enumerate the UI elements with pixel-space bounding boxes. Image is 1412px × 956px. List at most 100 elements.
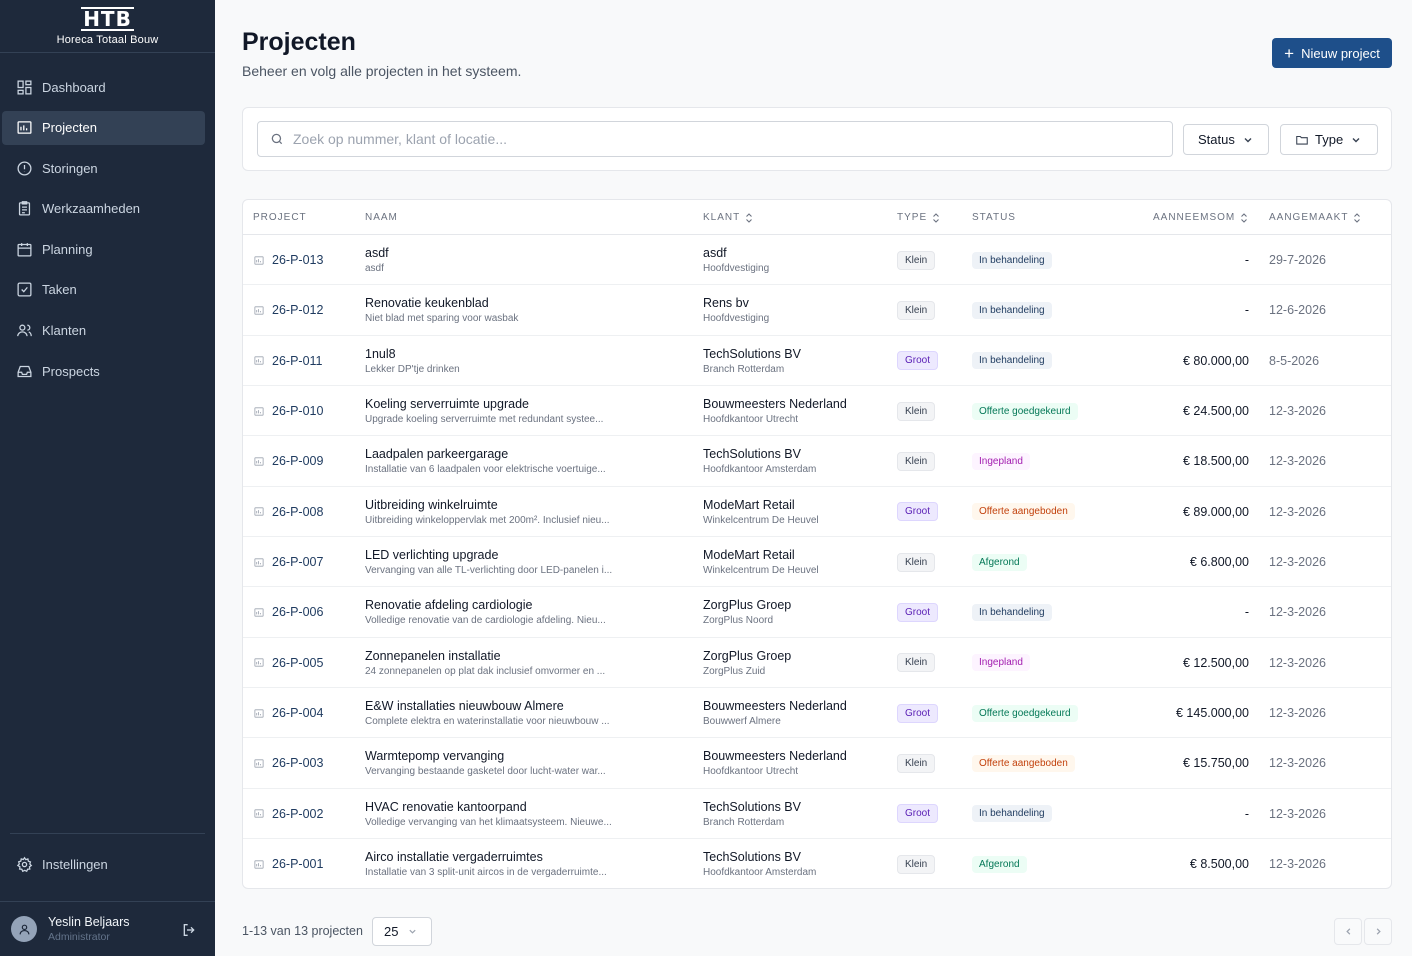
type-badge: Klein bbox=[897, 250, 936, 270]
date-cell: 12-3-2026 bbox=[1269, 638, 1326, 688]
table-row[interactable]: 26-P-001 Airco installatie vergaderruimte… bbox=[243, 839, 1391, 888]
project-id[interactable]: 26-P-013 bbox=[272, 253, 324, 267]
project-name-cell: HVAC renovatie kantoorpand Volledige verv… bbox=[365, 789, 650, 839]
project-id[interactable]: 26-P-012 bbox=[272, 303, 324, 318]
project-id[interactable]: 26-P-004 bbox=[272, 706, 324, 721]
client-cell: ZorgPlus Groep ZorgPlus Noord bbox=[703, 587, 883, 637]
project-id-cell[interactable]: 26-P-012 bbox=[253, 285, 323, 335]
project-id[interactable]: 26-P-011 bbox=[272, 353, 323, 368]
avatar[interactable] bbox=[11, 916, 37, 942]
project-id[interactable]: 26-P-002 bbox=[272, 806, 324, 821]
sidebar-item-projecten[interactable]: Projecten bbox=[2, 110, 205, 145]
project-id[interactable]: 26-P-005 bbox=[272, 655, 324, 670]
table-row[interactable]: 26-P-011 1nul8 Lekker DP'tje drinken TechSo… bbox=[243, 336, 1391, 387]
project-id[interactable]: 26-P-003 bbox=[272, 756, 324, 771]
sidebar-item-storingen[interactable]: Storingen bbox=[2, 151, 205, 185]
project-description: 24 zonnepanelen op plat dak inclusief om… bbox=[365, 665, 606, 677]
date-cell: 12-6-2026 bbox=[1269, 285, 1326, 335]
project-id-cell[interactable]: 26-P-010 bbox=[253, 386, 323, 436]
status-filter-dropdown[interactable]: Status bbox=[1183, 124, 1269, 155]
project-name: Airco installatie vergaderruimtes bbox=[365, 850, 543, 865]
created-date: 12-3-2026 bbox=[1269, 756, 1326, 771]
table-row[interactable]: 26-P-012 Renovatie keukenblad Niet blad me… bbox=[243, 285, 1391, 336]
type-badge: Klein bbox=[897, 854, 936, 874]
chevron-down-icon bbox=[1244, 137, 1252, 142]
client-cell: TechSolutions BV Branch Rotterdam bbox=[703, 336, 883, 386]
project-id-cell[interactable]: 26-P-001 bbox=[253, 839, 324, 888]
search-input[interactable] bbox=[293, 131, 1163, 147]
client-cell: Rens bv Hoofdvestiging bbox=[703, 285, 883, 335]
next-page-button[interactable] bbox=[1364, 918, 1392, 945]
sidebar: HTB Horeca Totaal Bouw Dashboard Projecte… bbox=[0, 0, 215, 956]
project-id-cell[interactable]: 26-P-008 bbox=[253, 487, 323, 537]
column-header-aangemaakt[interactable]: Aangemaakt bbox=[1269, 200, 1361, 235]
project-id[interactable]: 26-P-006 bbox=[272, 605, 324, 620]
project-id[interactable]: 26-P-008 bbox=[272, 504, 324, 519]
previous-page-button[interactable] bbox=[1334, 918, 1362, 945]
project-id[interactable]: 26-P-009 bbox=[272, 454, 324, 469]
sidebar-item-werkzaamheden[interactable]: Werkzaamheden bbox=[2, 192, 205, 226]
project-id-cell[interactable]: 26-P-005 bbox=[253, 638, 323, 688]
project-id[interactable]: 26-P-001 bbox=[272, 857, 324, 872]
client-name: TechSolutions BV bbox=[703, 447, 801, 462]
status-badge: In behandeling bbox=[972, 352, 1052, 370]
sidebar-item-klanten[interactable]: Klanten bbox=[2, 314, 205, 348]
table-row[interactable]: 26-P-007 LED verlichting upgrade Vervangin… bbox=[243, 537, 1391, 588]
column-header-aanneemsom[interactable]: Aanneemsom bbox=[1153, 200, 1248, 235]
project-id-cell[interactable]: 26-P-007 bbox=[253, 537, 323, 587]
project-id-cell[interactable]: 26-P-004 bbox=[253, 688, 323, 738]
created-date: 12-3-2026 bbox=[1269, 655, 1326, 670]
type-cell: Klein bbox=[897, 537, 936, 587]
created-date: 12-3-2026 bbox=[1269, 454, 1326, 469]
status-cell: In behandeling bbox=[972, 336, 1052, 386]
table-row[interactable]: 26-P-013 asdf asdf asdf Hoofdvestiging Klein I… bbox=[243, 235, 1391, 286]
logout-icon[interactable] bbox=[181, 922, 197, 938]
project-id[interactable]: 26-P-010 bbox=[272, 404, 324, 419]
column-header-type[interactable]: Type bbox=[897, 200, 940, 235]
table-row[interactable]: 26-P-003 Warmtepomp vervanging Vervanging … bbox=[243, 738, 1391, 789]
table-row[interactable]: 26-P-006 Renovatie afdeling cardiologie Vo… bbox=[243, 587, 1391, 638]
type-filter-dropdown[interactable]: Type bbox=[1280, 124, 1378, 155]
date-cell: 12-3-2026 bbox=[1269, 436, 1326, 486]
table-row[interactable]: 26-P-002 HVAC renovatie kantoorpand Volled… bbox=[243, 789, 1391, 840]
project-id-cell[interactable]: 26-P-003 bbox=[253, 738, 323, 788]
table-row[interactable]: 26-P-005 Zonnepanelen installatie 24 zonne… bbox=[243, 638, 1391, 689]
logo-name: Horeca Totaal Bouw bbox=[56, 33, 159, 46]
amount-cell: € 80.000,00 bbox=[1123, 336, 1249, 386]
new-project-button[interactable]: + Nieuw project bbox=[1272, 38, 1392, 68]
sidebar-item-instellingen[interactable]: Instellingen bbox=[2, 847, 205, 881]
sidebar-item-dashboard[interactable]: Dashboard bbox=[2, 70, 205, 104]
project-description: Complete elektra en waterinstallatie voo… bbox=[365, 716, 610, 728]
amount-value: € 12.500,00 bbox=[1182, 655, 1249, 670]
client-cell: ModeMart Retail Winkelcentrum De Heuvel bbox=[703, 537, 883, 587]
project-id-cell[interactable]: 26-P-009 bbox=[253, 436, 323, 486]
search-box[interactable] bbox=[257, 121, 1173, 157]
sort-icon bbox=[933, 212, 940, 223]
project-id-cell[interactable]: 26-P-011 bbox=[253, 336, 323, 386]
sidebar-nav: Dashboard Projecten Storingen Werkzaamheden… bbox=[0, 70, 215, 395]
table-row[interactable]: 26-P-010 Koeling serverruimte upgrade Upgr… bbox=[243, 386, 1391, 437]
project-id[interactable]: 26-P-007 bbox=[272, 555, 324, 570]
type-badge: Klein bbox=[897, 753, 936, 773]
project-id-cell[interactable]: 26-P-013 bbox=[253, 235, 323, 285]
project-name-cell: LED verlichting upgrade Vervanging van al… bbox=[365, 537, 650, 587]
status-cell: In behandeling bbox=[972, 789, 1052, 839]
project-id-cell[interactable]: 26-P-002 bbox=[253, 789, 323, 839]
amount-cell: - bbox=[1123, 789, 1249, 839]
sidebar-item-planning[interactable]: Planning bbox=[2, 232, 205, 266]
sidebar-item-prospects[interactable]: Prospects bbox=[2, 354, 205, 388]
per-page-select[interactable]: 25 bbox=[372, 917, 432, 946]
chevron-down-icon bbox=[1352, 137, 1360, 142]
column-header-klant[interactable]: Klant bbox=[703, 200, 753, 235]
project-id-cell[interactable]: 26-P-006 bbox=[253, 587, 323, 637]
sidebar-item-taken[interactable]: Taken bbox=[2, 273, 205, 307]
project-name: LED verlichting upgrade bbox=[365, 548, 499, 563]
table-row[interactable]: 26-P-008 Uitbreiding winkelruimte Uitbreid… bbox=[243, 487, 1391, 538]
table-row[interactable]: 26-P-004 E&W installaties nieuwbouw Almer… bbox=[243, 688, 1391, 739]
logo[interactable]: HTB Horeca Totaal Bouw bbox=[0, 0, 215, 53]
page-title: Projecten bbox=[242, 28, 356, 56]
sidebar-divider bbox=[10, 833, 205, 834]
client-cell: Bouwmeesters Nederland Bouwwerf Almere bbox=[703, 688, 883, 738]
table-row[interactable]: 26-P-009 Laadpalen parkeergarage Installat… bbox=[243, 436, 1391, 487]
client-location: Branch Rotterdam bbox=[703, 816, 785, 828]
